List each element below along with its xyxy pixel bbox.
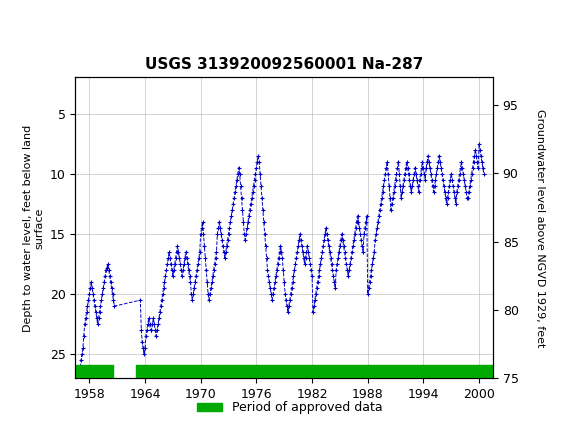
Y-axis label: Groundwater level above NGVD 1929, feet: Groundwater level above NGVD 1929, feet: [535, 109, 545, 347]
Legend: Period of approved data: Period of approved data: [192, 396, 388, 419]
Bar: [136, 382, 493, 388]
Text: ‖USGS: ‖USGS: [12, 16, 70, 36]
Title: USGS 313920092560001 Na-287: USGS 313920092560001 Na-287: [145, 57, 423, 72]
Bar: [75, 382, 113, 388]
Y-axis label: Depth to water level, feet below land
surface: Depth to water level, feet below land su…: [23, 124, 44, 332]
